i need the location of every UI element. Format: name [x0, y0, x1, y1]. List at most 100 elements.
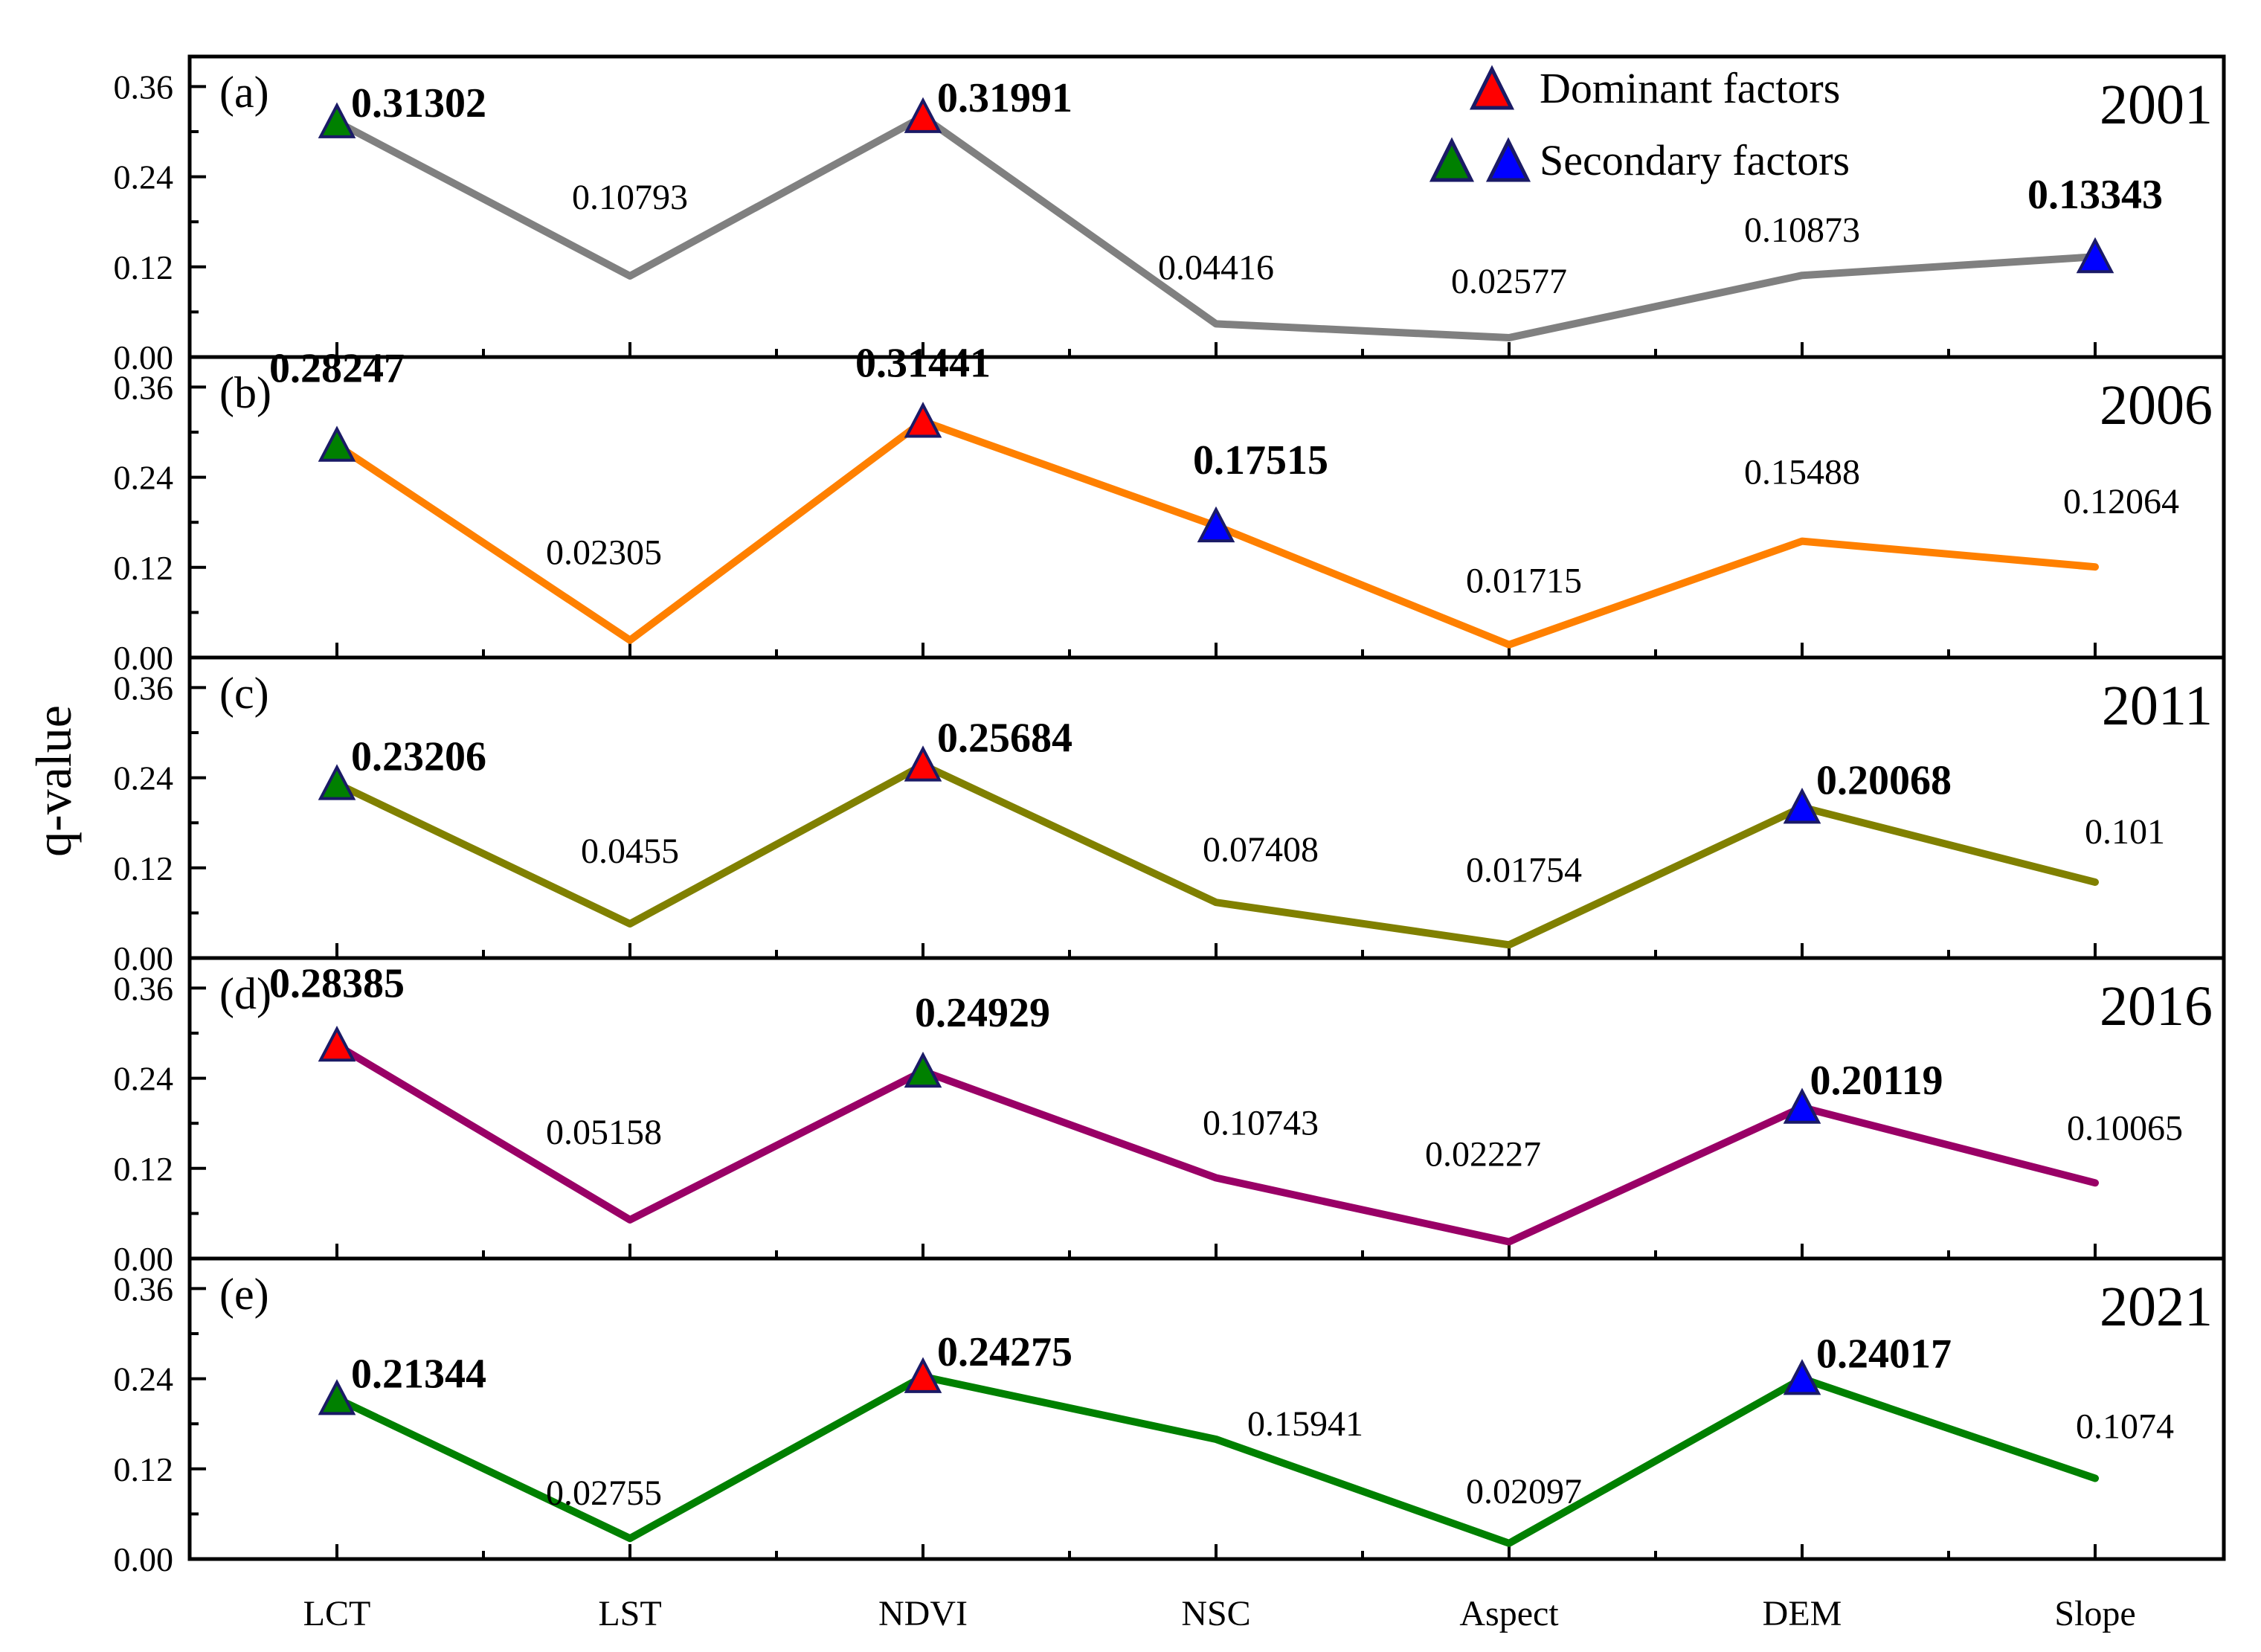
value-label: 0.12064 [2063, 482, 2179, 521]
value-label: 0.02755 [546, 1473, 662, 1513]
marker-green [904, 1051, 942, 1088]
marker-green [318, 764, 356, 800]
y-tick-label: 0.00 [114, 338, 174, 376]
panel-tag: (d) [219, 969, 271, 1018]
series-line-2021 [333, 1372, 2099, 1547]
value-label: 0.02305 [546, 533, 662, 573]
value-label: 0.24929 [915, 990, 1050, 1036]
legend-secondary-label: Secondary factors [1540, 136, 1850, 184]
marker-green [318, 425, 356, 462]
panel-year: 2011 [2102, 675, 2213, 737]
y-tick-label: 0.36 [114, 368, 174, 406]
x-category-label: LCT [303, 1594, 371, 1633]
value-label: 0.28247 [269, 346, 405, 392]
y-tick-label: 0.12 [114, 849, 174, 887]
marker-red [904, 745, 942, 782]
value-label: 0.01754 [1466, 850, 1582, 890]
value-label: 0.02227 [1425, 1135, 1541, 1174]
value-label: 0.1074 [2076, 1407, 2174, 1447]
x-category-label: Slope [2054, 1594, 2135, 1633]
panel-year: 2001 [2100, 74, 2213, 136]
value-label: 0.10793 [572, 178, 688, 217]
marker-blue [1783, 1087, 1821, 1124]
value-label: 0.0455 [581, 832, 679, 871]
panel-year: 2016 [2100, 975, 2213, 1038]
series-line-2001 [333, 112, 2099, 341]
y-tick-label: 0.24 [114, 158, 174, 196]
marker-red [318, 1026, 356, 1062]
marker-blue [1783, 788, 1821, 824]
panel-year: 2021 [2100, 1276, 2213, 1338]
value-label: 0.10065 [2067, 1108, 2183, 1148]
x-category-label: NDVI [878, 1594, 968, 1633]
y-tick-label: 0.36 [114, 1270, 174, 1308]
marker-blue [1197, 506, 1235, 543]
value-label: 0.20068 [1816, 757, 1952, 803]
marker-red [904, 97, 942, 133]
panel-2011: 0.00 0.12 0.24 0.36 0.23206 0.0455 0.25684 0.07… [114, 655, 2226, 977]
value-label: 0.02577 [1451, 262, 1567, 301]
value-label: 0.23206 [351, 734, 486, 780]
panels-group: 0.00 0.12 0.24 0.36 0.31302 0.10793 0.31991 0.0… [114, 54, 2226, 1578]
y-tick-label: 0.00 [114, 639, 174, 677]
value-label: 0.17515 [1193, 437, 1328, 483]
marker-green [318, 1379, 356, 1415]
value-label: 0.02097 [1466, 1472, 1582, 1511]
value-label: 0.15941 [1247, 1404, 1363, 1444]
panel-frame [187, 1256, 2226, 1561]
value-label: 0.07408 [1203, 830, 1319, 870]
panel-frame [187, 355, 2226, 660]
panel-2006: 0.00 0.12 0.24 0.36 0.28247 0.02305 0.31441 0.1… [114, 340, 2226, 677]
value-label: 0.101 [2085, 812, 2165, 852]
panel-tag: (c) [219, 669, 269, 718]
x-category-label: LST [598, 1594, 661, 1633]
marker-blue [2076, 237, 2114, 274]
y-tick-label: 0.12 [114, 1150, 174, 1188]
y-tick-label: 0.36 [114, 669, 174, 707]
x-category-label: NSC [1181, 1594, 1250, 1633]
y-tick-label: 0.24 [114, 759, 174, 797]
y-tick-label: 0.00 [114, 939, 174, 977]
y-tick-label: 0.36 [114, 969, 174, 1007]
value-label: 0.15488 [1744, 453, 1860, 492]
y-tick-label: 0.12 [114, 549, 174, 587]
x-axis-categories: LCT LST NDVI NSC Aspect DEM Slope [303, 1594, 2136, 1633]
value-label: 0.31441 [855, 340, 991, 386]
value-label: 0.13343 [2027, 172, 2163, 218]
legend-dominant-marker [1469, 65, 1515, 110]
value-label: 0.24017 [1816, 1331, 1952, 1377]
panel-tag: (e) [219, 1270, 269, 1319]
panel-year: 2006 [2100, 374, 2213, 437]
value-label: 0.31991 [937, 75, 1072, 121]
y-tick-label: 0.24 [114, 1360, 174, 1398]
legend-dominant-label: Dominant factors [1540, 64, 1840, 112]
legend-secondary-marker-green [1429, 137, 1475, 182]
panel-2021: 0.00 0.12 0.24 0.36 0.21344 0.02755 0.24275 0.1… [114, 1256, 2226, 1578]
y-tick-label: 0.00 [114, 1540, 174, 1578]
y-axis-label: q-value [25, 705, 82, 857]
value-label: 0.24275 [937, 1329, 1072, 1375]
value-label: 0.25684 [937, 716, 1072, 762]
value-label: 0.01715 [1466, 562, 1582, 601]
marker-red [904, 1357, 942, 1393]
x-category-label: Aspect [1459, 1594, 1559, 1633]
value-label: 0.04416 [1158, 248, 1274, 287]
panel-2001: 0.00 0.12 0.24 0.36 0.31302 0.10793 0.31991 0.0… [114, 54, 2226, 376]
value-label: 0.10873 [1744, 210, 1860, 250]
legend-secondary-marker-blue [1485, 137, 1531, 182]
value-label: 0.10743 [1203, 1103, 1319, 1142]
value-label: 0.05158 [546, 1113, 662, 1152]
y-tick-label: 0.24 [114, 459, 174, 497]
value-label: 0.20119 [1810, 1058, 1943, 1104]
marker-green [318, 102, 356, 138]
y-tick-label: 0.12 [114, 1450, 174, 1488]
y-tick-label: 0.00 [114, 1240, 174, 1278]
marker-red [904, 402, 942, 438]
marker-blue [1783, 1359, 1821, 1395]
x-category-label: DEM [1763, 1594, 1842, 1633]
panel-frame [187, 655, 2226, 960]
y-tick-label: 0.24 [114, 1060, 174, 1098]
panel-2016: 0.00 0.12 0.24 0.36 0.28385 0.05158 0.24929 0.1… [114, 956, 2226, 1278]
value-label: 0.28385 [269, 960, 405, 1006]
